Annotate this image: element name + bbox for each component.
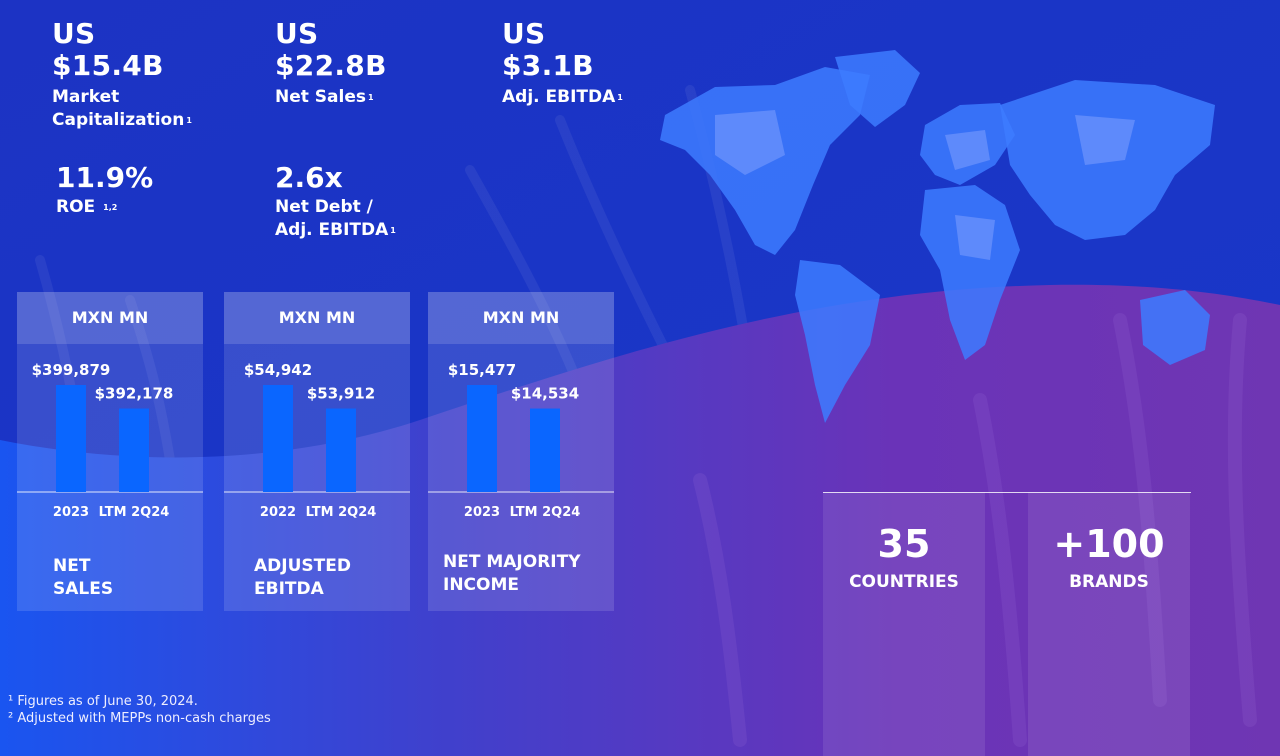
kpi-roe: 11.9% ROE 1,2 — [56, 162, 153, 219]
kpi-label-text: Net Sales — [275, 87, 366, 107]
footnote-marker: 1 — [368, 93, 374, 102]
stat-label: BRANDS — [1069, 572, 1149, 592]
chart-title-line: INCOME — [443, 575, 520, 595]
map-north-america — [660, 67, 870, 255]
bar — [326, 408, 356, 492]
kpi-label-line: Market — [52, 87, 120, 107]
map-asia — [1000, 80, 1215, 240]
map-europe — [920, 103, 1015, 185]
stats-divider — [823, 492, 1191, 493]
bar-chart: $15,477 2023 $14,534 LTM 2Q24 — [428, 361, 614, 520]
kpi-value: $15.4B — [52, 49, 164, 82]
kpi-prefix: US — [52, 17, 96, 50]
bar — [119, 408, 149, 492]
chart-title-line: EBITDA — [254, 579, 324, 599]
stat-label: COUNTRIES — [849, 572, 959, 592]
data-label: $14,534 — [511, 385, 579, 403]
panel-header: MXN MN — [224, 292, 410, 344]
stat-number: +100 — [1053, 522, 1165, 566]
data-label: $53,912 — [307, 385, 375, 403]
footnote-marker: 1 — [617, 93, 623, 102]
world-map — [660, 50, 1215, 423]
chart-title-line: ADJUSTED — [254, 556, 351, 576]
panel-header: MXN MN — [17, 292, 203, 344]
kpi-label-line: Adj. EBITDA 1 — [275, 219, 396, 242]
stat-box-countries: 35 COUNTRIES — [823, 492, 985, 756]
footnote-marker: 1 — [186, 116, 192, 125]
x-tick-label: LTM 2Q24 — [510, 505, 581, 520]
kpi-label-text: Capitalization — [52, 110, 185, 130]
kpi-label-text: ROE — [56, 197, 96, 217]
kpi-label-line: ROE 1,2 — [56, 196, 153, 219]
kpi-net-debt: 2.6x Net Debt / Adj. EBITDA 1 — [275, 162, 396, 242]
footnote-2: ² Adjusted with MEPPs non-cash charges — [8, 711, 271, 726]
bar-chart: $399,879 2023 $392,178 LTM 2Q24 — [17, 361, 203, 520]
kpi-value: 11.9% — [56, 161, 154, 194]
footnote-1: ¹ Figures as of June 30, 2024. — [8, 694, 198, 709]
data-label: $399,879 — [32, 361, 111, 379]
chart-panel-adjusted-ebitda: MXN MN $54,942 2022 $53,912 LTM 2Q24 ADJUST… — [224, 292, 410, 611]
kpi-label-text: Adj. EBITDA — [275, 220, 389, 240]
unit-label: MXN MN — [482, 308, 560, 327]
kpi-label-line: Capitalization 1 — [52, 109, 192, 132]
kpi-prefix: US — [502, 17, 546, 50]
kpi-label-line: Net Debt / — [275, 197, 373, 217]
map-greenland — [835, 50, 920, 127]
x-tick-label: LTM 2Q24 — [306, 505, 377, 520]
kpi-prefix: US — [275, 17, 319, 50]
chart-title-line: NET MAJORITY — [443, 552, 581, 572]
bar-chart: $54,942 2022 $53,912 LTM 2Q24 — [224, 361, 410, 520]
stat-box-brands: +100 BRANDS — [1028, 492, 1190, 756]
data-label: $15,477 — [448, 361, 516, 379]
x-tick-label: 2022 — [260, 505, 296, 520]
x-tick-label: 2023 — [53, 505, 89, 520]
footnotes: ¹ Figures as of June 30, 2024. ² Adjuste… — [8, 693, 271, 727]
kpi-net-sales: US $22.8B Net Sales 1 — [275, 18, 387, 109]
footnote-marker: 1 — [390, 226, 396, 235]
kpi-label-line: Adj. EBITDA 1 — [502, 86, 623, 109]
unit-label: MXN MN — [278, 308, 356, 327]
unit-label: MXN MN — [71, 308, 149, 327]
stat-number: 35 — [877, 522, 931, 566]
bar — [530, 408, 560, 492]
data-label: $54,942 — [244, 361, 312, 379]
map-south-america — [795, 260, 880, 423]
chart-panel-net-sales: MXN MN $399,879 2023 $392,178 LTM 2Q24 NET … — [17, 292, 203, 611]
footnote-marker: 1,2 — [103, 203, 118, 212]
map-australia — [1140, 290, 1210, 365]
bar — [467, 385, 497, 492]
map-africa — [920, 185, 1020, 360]
bar — [263, 385, 293, 492]
kpi-value: $22.8B — [275, 49, 387, 82]
chart-title-line: NET — [53, 556, 91, 576]
kpi-value: 2.6x — [275, 161, 343, 194]
panel-header: MXN MN — [428, 292, 614, 344]
kpi-label-line: Net Sales 1 — [275, 86, 387, 109]
data-label: $392,178 — [95, 385, 174, 403]
chart-panel-net-majority-income: MXN MN $15,477 2023 $14,534 LTM 2Q24 NET MA… — [428, 292, 614, 611]
bar — [56, 385, 86, 492]
chart-title-line: SALES — [53, 579, 114, 599]
x-tick-label: 2023 — [464, 505, 500, 520]
kpi-adj-ebitda: US $3.1B Adj. EBITDA 1 — [502, 18, 623, 109]
kpi-label-text: Adj. EBITDA — [502, 87, 616, 107]
x-tick-label: LTM 2Q24 — [99, 505, 170, 520]
kpi-value: $3.1B — [502, 49, 594, 82]
kpi-market-cap: US $15.4B Market Capitalization 1 — [52, 18, 192, 132]
